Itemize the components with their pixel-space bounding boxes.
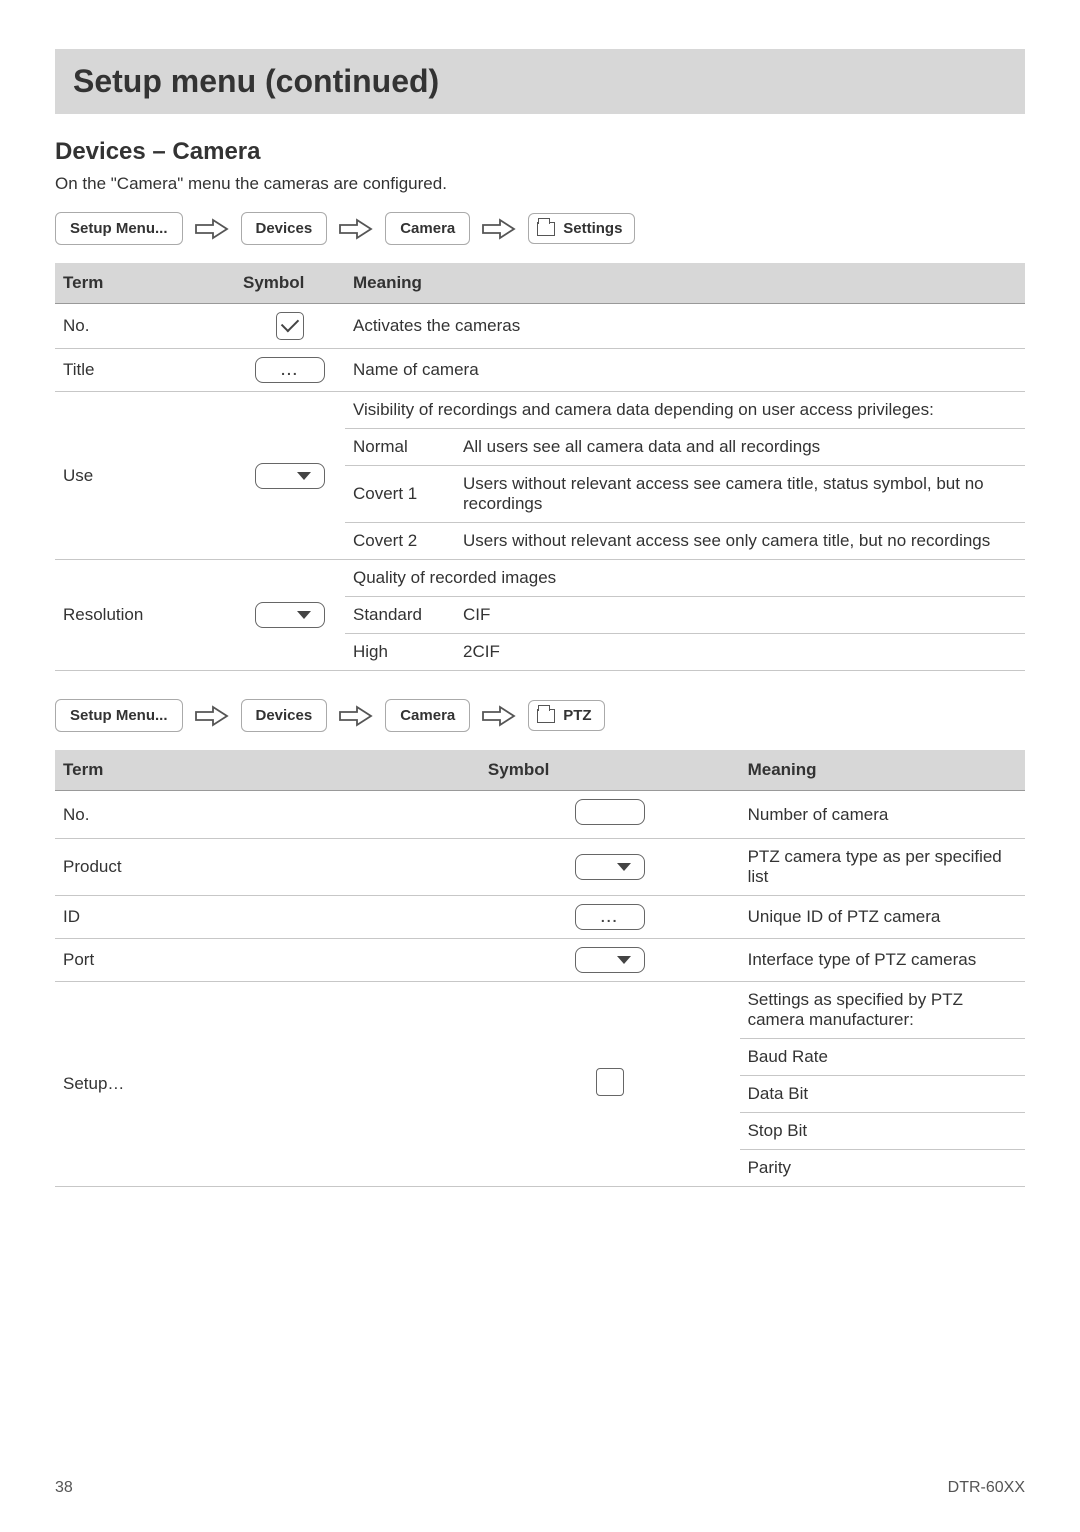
- term-cell: Product: [55, 839, 480, 896]
- tab-icon: [537, 709, 555, 723]
- crumb-setup-menu: Setup Menu...: [55, 699, 183, 732]
- symbol-cell: [480, 982, 740, 1187]
- meaning-header: Settings as specified by PTZ camera manu…: [740, 982, 1025, 1039]
- meaning-cell: Name of camera: [345, 349, 1025, 392]
- term-cell: ID: [55, 896, 480, 939]
- subval-cell: 2CIF: [455, 634, 1025, 671]
- crumb-tab-settings: Settings: [528, 213, 635, 244]
- arrow-icon: [195, 218, 229, 240]
- term-cell: No.: [55, 791, 480, 839]
- subkey-cell: High: [345, 634, 455, 671]
- crumb-tab-label: PTZ: [563, 707, 591, 724]
- th-symbol: Symbol: [235, 263, 345, 304]
- crumb-tab-ptz: PTZ: [528, 700, 604, 731]
- symbol-cell: [480, 791, 740, 839]
- crumb-camera: Camera: [385, 699, 470, 732]
- meaning-cell: Interface type of PTZ cameras: [740, 939, 1025, 982]
- breadcrumb-ptz: Setup Menu... Devices Camera PTZ: [55, 699, 1025, 732]
- ptz-table: Term Symbol Meaning No. Number of camera…: [55, 750, 1025, 1187]
- subkey-cell: Covert 2: [345, 523, 455, 560]
- sub-cell: Data Bit: [740, 1076, 1025, 1113]
- text-field-icon: ...: [255, 357, 325, 383]
- term-cell: Setup…: [55, 982, 480, 1187]
- symbol-cell: [235, 392, 345, 560]
- page-number: 38: [55, 1479, 73, 1497]
- meaning-header: Quality of recorded images: [345, 560, 1025, 597]
- page-footer: 38 DTR-60XX: [55, 1479, 1025, 1497]
- symbol-cell: [480, 839, 740, 896]
- dropdown-icon: [255, 602, 325, 628]
- symbol-cell: ...: [235, 349, 345, 392]
- text-field-icon: ...: [575, 904, 645, 930]
- tab-icon: [537, 222, 555, 236]
- empty-field-icon: [575, 799, 645, 825]
- arrow-icon: [482, 218, 516, 240]
- subkey-cell: Standard: [345, 597, 455, 634]
- term-cell: No.: [55, 304, 235, 349]
- subkey-cell: Normal: [345, 429, 455, 466]
- arrow-icon: [339, 218, 373, 240]
- th-meaning: Meaning: [740, 750, 1025, 791]
- meaning-cell: Unique ID of PTZ camera: [740, 896, 1025, 939]
- dropdown-icon: [255, 463, 325, 489]
- crumb-devices: Devices: [241, 212, 328, 245]
- subval-cell: CIF: [455, 597, 1025, 634]
- dropdown-icon: [575, 947, 645, 973]
- button-icon: [596, 1068, 624, 1096]
- arrow-icon: [339, 705, 373, 727]
- symbol-cell: [235, 304, 345, 349]
- document-page: Setup menu (continued) Devices – Camera …: [0, 0, 1080, 1532]
- meaning-cell: PTZ camera type as per specified list: [740, 839, 1025, 896]
- crumb-tab-label: Settings: [563, 220, 622, 237]
- term-cell: Port: [55, 939, 480, 982]
- sub-cell: Parity: [740, 1150, 1025, 1187]
- symbol-cell: ...: [480, 896, 740, 939]
- subkey-cell: Covert 1: [345, 466, 455, 523]
- crumb-camera: Camera: [385, 212, 470, 245]
- term-cell: Resolution: [55, 560, 235, 671]
- subsection-title: Devices – Camera: [55, 138, 1025, 166]
- th-meaning: Meaning: [345, 263, 1025, 304]
- arrow-icon: [195, 705, 229, 727]
- sub-cell: Stop Bit: [740, 1113, 1025, 1150]
- crumb-setup-menu: Setup Menu...: [55, 212, 183, 245]
- th-term: Term: [55, 263, 235, 304]
- settings-table: Term Symbol Meaning No. Activates the ca…: [55, 263, 1025, 671]
- dropdown-icon: [575, 854, 645, 880]
- subval-cell: Users without relevant access see camera…: [455, 466, 1025, 523]
- breadcrumb-settings: Setup Menu... Devices Camera Settings: [55, 212, 1025, 245]
- term-cell: Title: [55, 349, 235, 392]
- meaning-cell: Activates the cameras: [345, 304, 1025, 349]
- subval-cell: Users without relevant access see only c…: [455, 523, 1025, 560]
- checkbox-icon: [276, 312, 304, 340]
- subval-cell: All users see all camera data and all re…: [455, 429, 1025, 466]
- intro-text: On the "Camera" menu the cameras are con…: [55, 174, 1025, 194]
- th-term: Term: [55, 750, 480, 791]
- meaning-header: Visibility of recordings and camera data…: [345, 392, 1025, 429]
- symbol-cell: [235, 560, 345, 671]
- th-symbol: Symbol: [480, 750, 740, 791]
- sub-cell: Baud Rate: [740, 1039, 1025, 1076]
- arrow-icon: [482, 705, 516, 727]
- symbol-cell: [480, 939, 740, 982]
- doc-id: DTR-60XX: [948, 1479, 1025, 1497]
- page-title: Setup menu (continued): [55, 49, 1025, 114]
- term-cell: Use: [55, 392, 235, 560]
- meaning-cell: Number of camera: [740, 791, 1025, 839]
- crumb-devices: Devices: [241, 699, 328, 732]
